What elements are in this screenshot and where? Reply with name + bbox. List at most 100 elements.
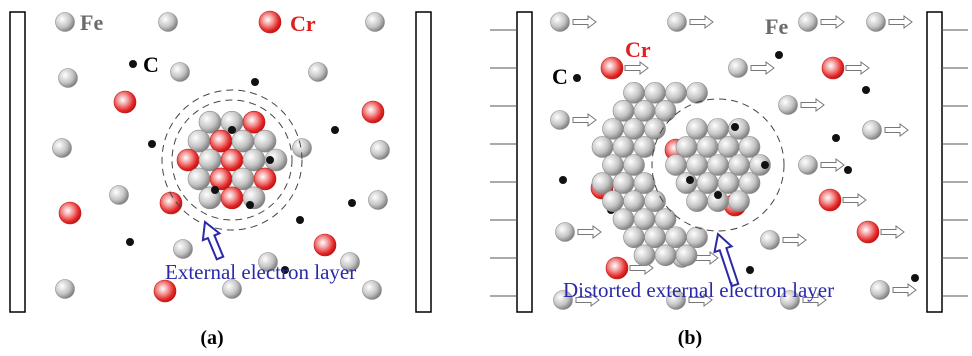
cr-atom [259,11,281,33]
fe-atom [613,173,634,194]
drift-arrow [573,114,596,126]
drift-arrow [695,252,718,264]
fe-atom [708,155,729,176]
fe-atom [697,136,718,157]
fe-atom [634,100,655,121]
fe-atom [603,191,624,212]
cr-label: Cr [290,11,316,36]
fe-atom [56,13,75,32]
drift-arrow [893,284,916,296]
fe-atom [366,13,385,32]
fe-atom [739,136,760,157]
fe-atom [634,245,655,266]
drift-arrow [751,62,774,74]
cr-atom [177,149,199,171]
caption: (b) [678,327,702,349]
fe-atom [59,69,78,88]
electrode [927,12,942,312]
electrode [416,12,431,312]
c-atom [246,201,254,209]
cr-atom [819,189,841,211]
cr-atom [59,202,81,224]
drift-arrow [821,16,844,28]
fe-atom [655,245,676,266]
fe-atom [718,136,739,157]
fe-atom [624,155,645,176]
fe-atom [624,118,645,139]
fe-atom [53,139,72,158]
fe-atom [110,186,129,205]
fe-atom [634,209,655,230]
c-atom [844,166,852,174]
fe-atom [676,136,697,157]
fe-atom [603,118,624,139]
cr-atom [606,257,628,279]
fe-atom [171,63,190,82]
annotation: Distorted external electron layer [563,278,834,302]
fe-atom [556,223,575,242]
c-atom [911,274,919,282]
c-atom [761,161,769,169]
fe-atom [309,63,328,82]
fe-atom [624,82,645,103]
fe-label: Fe [80,10,103,35]
fe-atom [613,100,634,121]
fe-atom [232,130,254,152]
fe-atom [645,227,666,248]
cr-atom [210,130,232,152]
fe-atom [697,173,718,194]
c-atom [714,191,722,199]
fe-atom [863,121,882,140]
fe-atom [655,100,676,121]
fe-atom [867,13,886,32]
fe-atom [174,240,193,259]
fe-atom [799,13,818,32]
drift-arrow [843,194,866,206]
drift-arrow [690,16,713,28]
drift-arrow [578,226,601,238]
fe-atom [718,173,739,194]
fe-atom [645,82,666,103]
fe-atom [779,96,798,115]
fe-atom [687,118,708,139]
drift-arrow [821,159,844,171]
c-atom [331,126,339,134]
fe-atom [687,82,708,103]
fe-atom [232,168,254,190]
fe-atom [708,118,729,139]
caption: (a) [200,327,223,349]
fe-atom [676,173,697,194]
fe-atom [687,191,708,212]
fe-atom [729,59,748,78]
fe-atom [592,136,613,157]
c-atom [129,60,137,68]
c-atom [862,86,870,94]
fe-label: Fe [765,14,788,39]
c-atom [573,74,581,82]
fe-atom [551,111,570,130]
fe-atom [371,141,390,160]
c-label: C [143,52,159,77]
c-atom [251,78,259,86]
fe-atom [871,281,890,300]
fe-atom [363,281,382,300]
annotation: External electron layer [165,260,356,284]
figure: Fe Cr C External electron layer (a) Fe C… [0,0,972,356]
cr-atom [114,91,136,113]
c-atom [266,156,274,164]
cr-atom [221,187,243,209]
cr-atom [362,101,384,123]
cr-atom [857,221,879,243]
cr-atom [221,149,243,171]
cr-atom [254,168,276,190]
fe-atom [655,209,676,230]
fe-atom [676,245,697,266]
drift-arrow [846,62,869,74]
fe-atom [188,130,210,152]
fe-atom [613,209,634,230]
fe-atom [739,173,760,194]
c-atom [686,176,694,184]
c-atom [832,134,840,142]
cr-atom [243,111,265,133]
fe-atom [199,149,221,171]
